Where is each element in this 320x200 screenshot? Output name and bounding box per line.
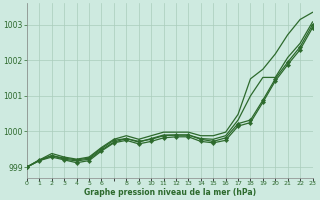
X-axis label: Graphe pression niveau de la mer (hPa): Graphe pression niveau de la mer (hPa)	[84, 188, 256, 197]
